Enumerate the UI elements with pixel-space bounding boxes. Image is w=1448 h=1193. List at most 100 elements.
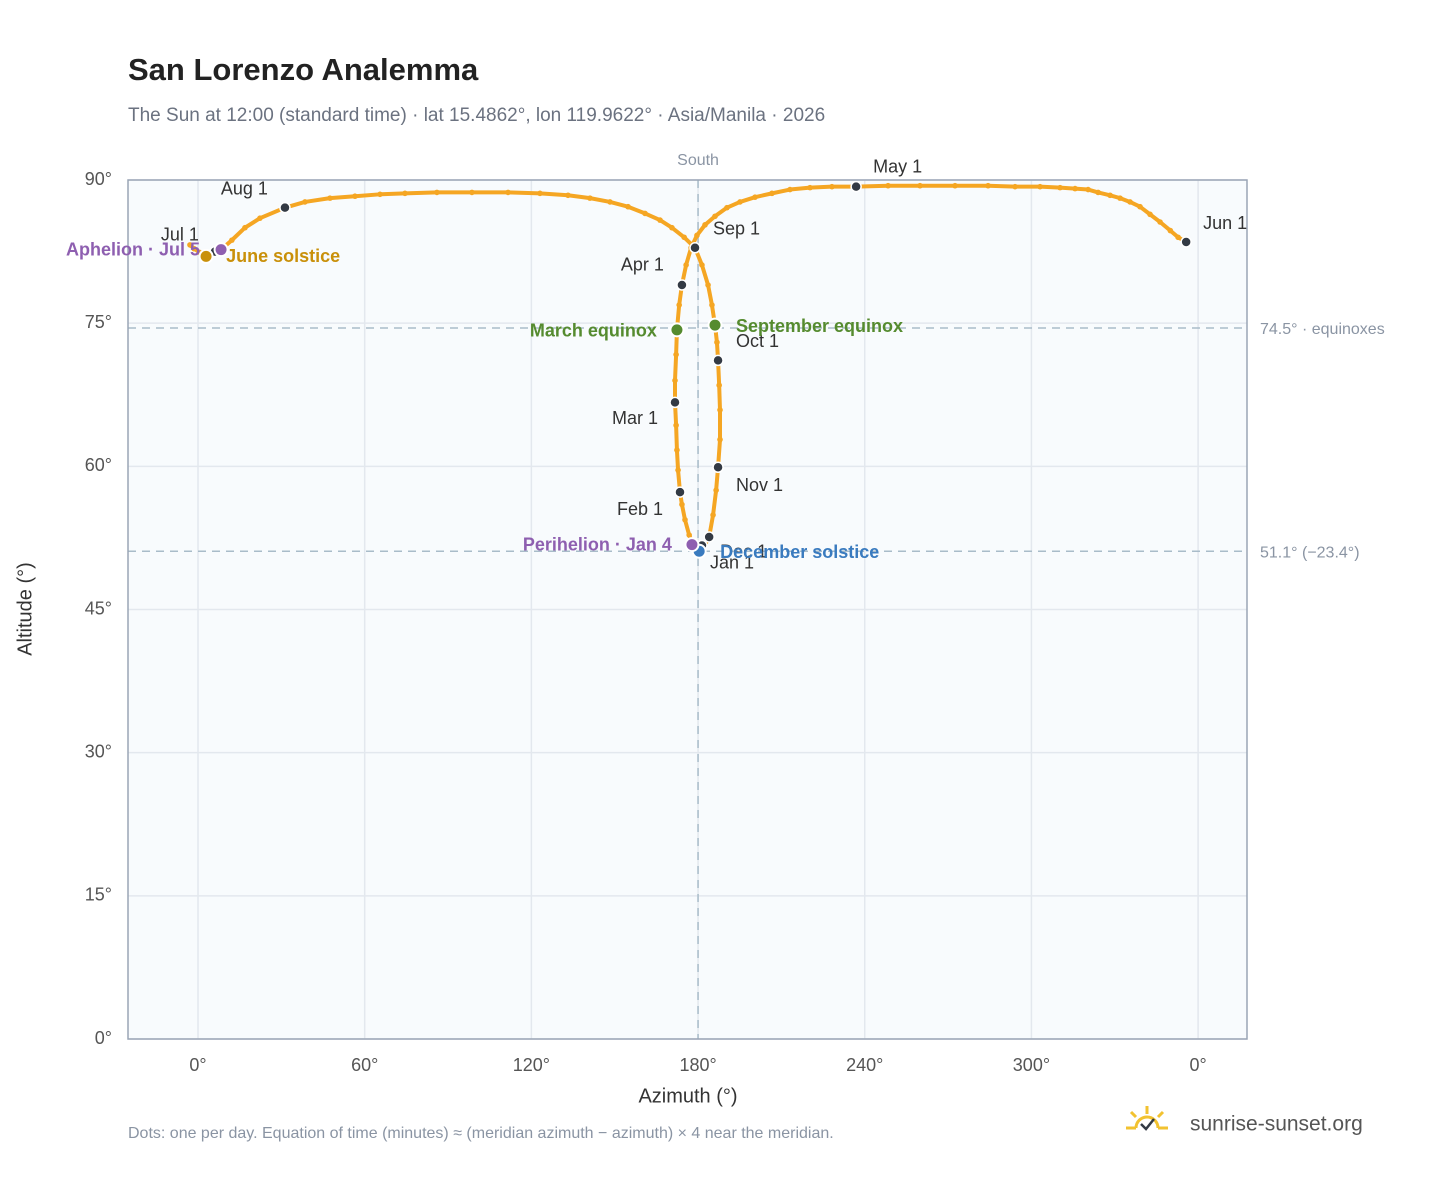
day-link xyxy=(679,502,687,522)
day-link xyxy=(738,195,758,204)
event-label: September equinox xyxy=(736,316,903,336)
month-label: Dec 1 xyxy=(720,542,767,562)
day-link xyxy=(672,352,679,383)
month-label: Oct 1 xyxy=(736,331,779,351)
day-link xyxy=(242,216,262,230)
day-link xyxy=(352,192,382,199)
day-link xyxy=(229,225,247,243)
day-link xyxy=(537,191,571,198)
y-tick-label: 75° xyxy=(85,312,112,332)
day-link xyxy=(506,190,542,196)
day-link xyxy=(682,517,692,538)
x-tick-label: 0° xyxy=(1189,1055,1206,1075)
day-link xyxy=(302,196,332,204)
day-link xyxy=(986,183,1018,189)
event-marker xyxy=(198,248,214,264)
day-link xyxy=(717,383,723,413)
day-link xyxy=(788,185,813,192)
day-link xyxy=(1038,184,1063,190)
day-link xyxy=(642,211,662,223)
event-marker xyxy=(707,317,723,333)
event-label: Aphelion · Jul 5 xyxy=(66,239,200,259)
chart-subtitle: The Sun at 12:00 (standard time) · lat 1… xyxy=(128,105,825,126)
day-link xyxy=(1096,190,1113,198)
day-link xyxy=(674,448,681,473)
month-label: Jan 1 xyxy=(710,552,754,572)
event-marker xyxy=(684,537,700,553)
day-link xyxy=(694,222,708,238)
month-marker xyxy=(703,531,715,543)
day-link xyxy=(724,199,743,210)
x-tick-label: 180° xyxy=(679,1055,716,1075)
y-tick-label: 90° xyxy=(85,169,112,189)
day-link xyxy=(703,214,718,227)
day-link xyxy=(327,194,357,201)
day-link xyxy=(1138,204,1153,217)
month-marker xyxy=(1180,236,1192,248)
month-label: Apr 1 xyxy=(621,255,664,275)
day-link xyxy=(402,190,439,196)
month-marker xyxy=(674,486,686,498)
month-marker xyxy=(712,461,724,474)
footnote: Dots: one per day. Equation of time (min… xyxy=(128,1125,834,1142)
month-marker xyxy=(712,354,724,367)
y-axis-label: Altitude (°) xyxy=(14,562,36,656)
day-link xyxy=(699,262,711,287)
event-label: Perihelion · Jan 4 xyxy=(523,534,672,554)
month-label: Nov 1 xyxy=(736,475,783,495)
day-link xyxy=(587,196,612,204)
y-tick-label: 45° xyxy=(85,598,112,618)
day-link xyxy=(1148,212,1163,224)
day-link xyxy=(753,191,774,200)
y-tick-label: 15° xyxy=(85,885,112,905)
month-label: Jul 1 xyxy=(161,224,199,244)
day-link xyxy=(607,199,631,209)
brand: sunrise-sunset.org xyxy=(1190,1113,1363,1136)
day-link xyxy=(808,184,834,190)
chart-title: San Lorenzo Analemma xyxy=(128,52,479,87)
reference-label: 74.5° · equinoxes xyxy=(1260,321,1385,338)
meridian-label: South xyxy=(677,152,719,169)
day-link xyxy=(711,488,719,518)
brand-logo xyxy=(1126,1106,1168,1131)
x-tick-label: 0° xyxy=(189,1055,206,1075)
y-tick-label: 0° xyxy=(95,1028,112,1048)
month-label: Feb 1 xyxy=(617,499,663,519)
day-link xyxy=(1158,219,1173,233)
reference-label: 51.1° (−23.4°) xyxy=(1260,544,1360,561)
event-label: December solstice xyxy=(720,542,879,562)
day-link xyxy=(1058,185,1078,191)
event-marker xyxy=(669,322,685,338)
event-marker xyxy=(213,242,229,258)
markers xyxy=(198,180,1192,559)
event-label: March equinox xyxy=(530,321,657,341)
month-label: May 1 xyxy=(873,156,922,176)
day-link xyxy=(706,282,714,308)
month-label: Aug 1 xyxy=(221,178,268,198)
reference-lines xyxy=(128,180,1247,1039)
x-tick-label: 240° xyxy=(846,1055,883,1075)
x-axis-label: Azimuth (°) xyxy=(638,1085,737,1107)
day-link xyxy=(626,204,647,216)
month-label: Mar 1 xyxy=(612,408,658,428)
day-link xyxy=(566,193,592,201)
day-link xyxy=(769,187,793,196)
month-marker xyxy=(850,180,862,193)
y-tick-label: 60° xyxy=(85,455,112,475)
month-marker xyxy=(689,242,701,254)
day-link xyxy=(713,205,729,219)
day-link xyxy=(1073,186,1091,192)
x-tick-label: 300° xyxy=(1013,1055,1050,1075)
x-tick-label: 120° xyxy=(513,1055,550,1075)
month-marker xyxy=(279,201,291,214)
x-tick-label: 60° xyxy=(351,1055,378,1075)
month-marker xyxy=(669,396,681,409)
month-label: Sep 1 xyxy=(713,219,760,239)
event-label: June solstice xyxy=(226,246,340,266)
day-link xyxy=(657,218,674,230)
plot-border xyxy=(127,179,1248,1040)
day-link xyxy=(377,191,407,197)
y-tick-label: 30° xyxy=(85,741,112,761)
